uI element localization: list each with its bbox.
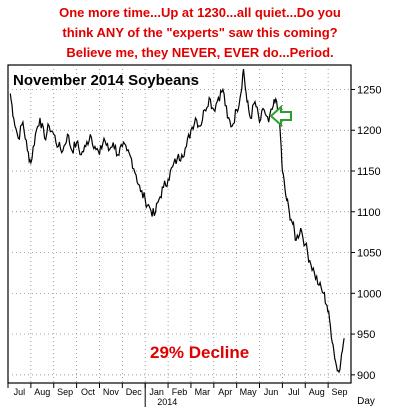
x-tick-label: May xyxy=(240,387,258,397)
header-line-2: think ANY of the "experts" saw this comi… xyxy=(62,25,338,40)
y-tick-label: 900 xyxy=(357,370,375,382)
x-tick-label: Sep xyxy=(57,387,73,397)
y-tick-label: 1150 xyxy=(357,166,381,178)
x-tick-label: Jan xyxy=(149,387,164,397)
header-line-3: Believe me, they NEVER, EVER do...Period… xyxy=(66,45,334,60)
y-tick-label: 1100 xyxy=(357,207,381,219)
x-tick-label: Aug xyxy=(309,387,325,397)
x-tick-label: Jul xyxy=(14,387,26,397)
y-tick-label: 1200 xyxy=(357,125,381,137)
x-tick-label: Jun xyxy=(264,387,279,397)
x-tick-label: Sep xyxy=(332,387,348,397)
decline-annotation: 29% Decline xyxy=(150,343,250,362)
plot-frame xyxy=(7,64,352,384)
x-tick-label: Aug xyxy=(34,387,50,397)
y-tick-label: 1000 xyxy=(357,288,381,300)
y-tick-label: 1050 xyxy=(357,248,381,260)
x-tick-label: Feb xyxy=(172,387,188,397)
year-label: 2014 xyxy=(157,397,177,407)
chart-title: November 2014 Soybeans xyxy=(13,72,199,89)
x-tick-label: Dec xyxy=(126,387,143,397)
x-tick-label: Jul xyxy=(288,387,300,397)
x-tick-label: Oct xyxy=(81,387,96,397)
x-unit-label: Day xyxy=(357,396,375,407)
x-axis: Jul Aug Sep Oct Nov Dec Jan Feb Mar Apr May Jun Jul A… xyxy=(7,383,348,407)
y-tick-label: 950 xyxy=(357,329,375,341)
y-axis: 900 950 1000 1050 1100 1150 1200 1250 xyxy=(351,84,381,382)
x-tick-label: Apr xyxy=(218,387,232,397)
y-tick-label: 1250 xyxy=(357,84,381,96)
x-tick-label: Mar xyxy=(195,387,211,397)
x-tick-label: Nov xyxy=(103,387,120,397)
grid xyxy=(8,65,351,383)
price-series-line xyxy=(9,69,345,374)
header-line-1: One more time...Up at 1230...all quiet..… xyxy=(59,5,341,20)
left-arrow-icon xyxy=(269,104,292,128)
